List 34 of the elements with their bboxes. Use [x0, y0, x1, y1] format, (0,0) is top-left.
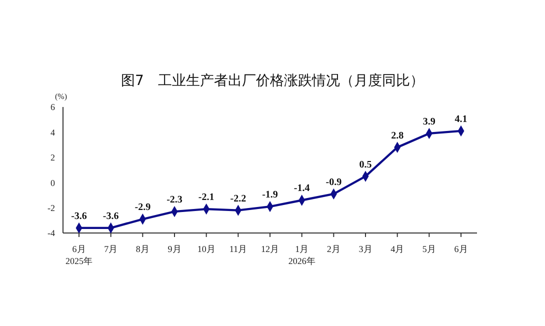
- x-tick-label: 5月: [422, 244, 436, 254]
- y-tick-label: 6: [50, 102, 56, 112]
- data-label: 3.9: [422, 116, 436, 128]
- data-label: -3.6: [71, 210, 87, 222]
- x-tick-label: 8月: [136, 244, 150, 254]
- data-label: -1.9: [262, 190, 278, 201]
- data-label: -2.2: [230, 193, 246, 204]
- chart-title: 图7 工业生产者出厂价格涨跌情况（月度同比）: [120, 72, 425, 90]
- x-tick-label: 6月 2025年: [66, 244, 92, 266]
- y-tick-label: -4: [48, 228, 56, 238]
- y-tick-label: 0: [50, 178, 56, 188]
- data-label: -0.9: [326, 176, 342, 188]
- y-axis-title: (%): [55, 92, 67, 101]
- y-tick-label: 2: [50, 152, 55, 163]
- data-label: -2.3: [166, 194, 182, 206]
- x-tick-label: 2月: [326, 244, 340, 254]
- x-tick-label: 3月: [358, 244, 372, 254]
- x-tick-label: 4月: [390, 244, 404, 254]
- y-tick-label: 4: [50, 127, 56, 138]
- x-tick-label: 10月: [197, 244, 216, 254]
- x-tick-label: 11月: [229, 244, 248, 254]
- x-tick-label: 12月: [261, 244, 279, 254]
- y-tick-label: -2: [48, 202, 55, 213]
- data-label: -2.1: [198, 192, 214, 204]
- data-label: -1.4: [294, 183, 310, 194]
- x-tick-label: 9月: [168, 244, 182, 254]
- x-tick-label: 6月: [454, 244, 468, 254]
- data-label: -2.9: [134, 202, 151, 214]
- data-label: 4.1: [454, 114, 468, 125]
- x-tick-label: 1月 2026年: [288, 244, 316, 266]
- data-label: -3.6: [102, 210, 119, 222]
- data-label: 2.8: [391, 130, 404, 142]
- x-tick-label: 7月: [104, 244, 118, 254]
- data-label: 0.5: [359, 159, 372, 170]
